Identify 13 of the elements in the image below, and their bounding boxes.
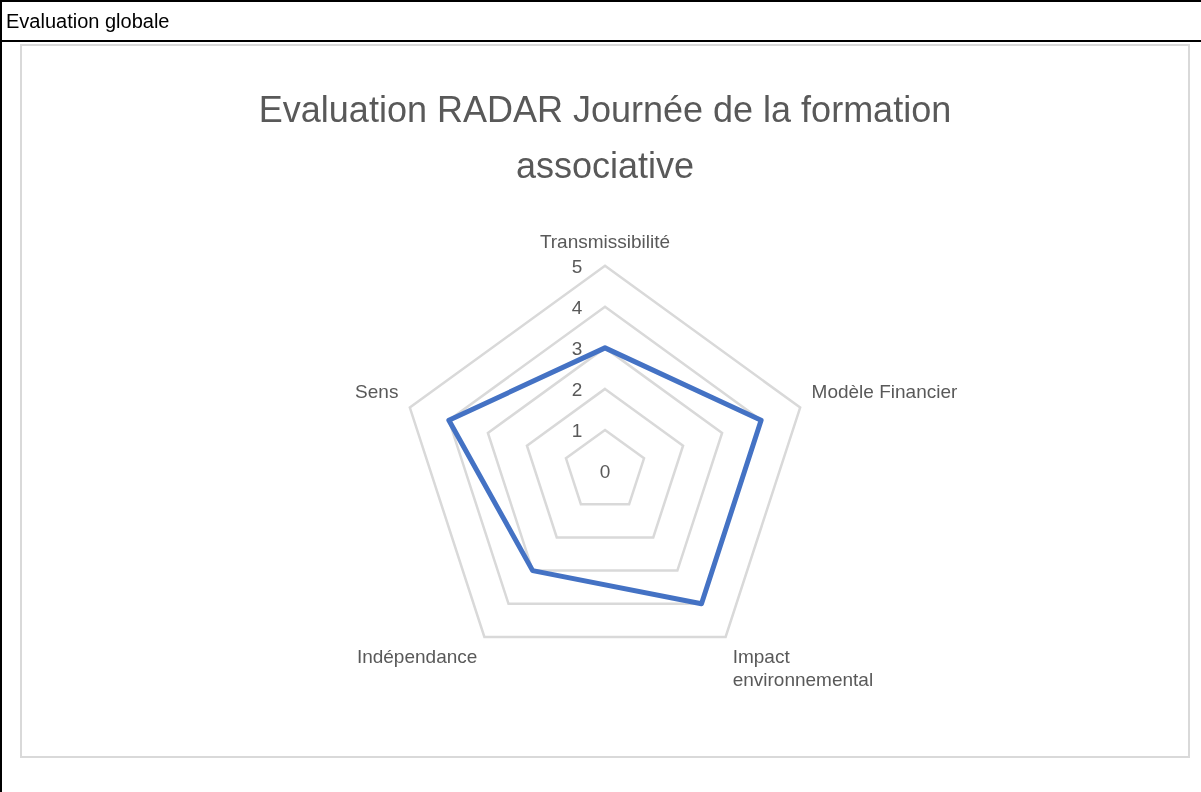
chart-title: Evaluation RADAR Journée de la formation associative (257, 88, 953, 188)
spoke-label: Modèle Financier (811, 380, 958, 402)
text: Evaluation globale (2, 0, 1201, 42)
y-tick-label: 0 (599, 461, 611, 483)
y-tick-label: 5 (571, 256, 583, 278)
y-tick-label: 3 (571, 338, 583, 360)
spoke-label: Sens (355, 380, 399, 402)
spoke-label: Impact environnemental (732, 646, 874, 691)
spoke-label: Indépendance (356, 646, 478, 668)
y-tick-label: 1 (571, 420, 583, 442)
spoke-label: Transmissibilité (539, 230, 671, 252)
y-tick-label: 4 (571, 297, 583, 319)
y-tick-label: 2 (571, 379, 583, 401)
